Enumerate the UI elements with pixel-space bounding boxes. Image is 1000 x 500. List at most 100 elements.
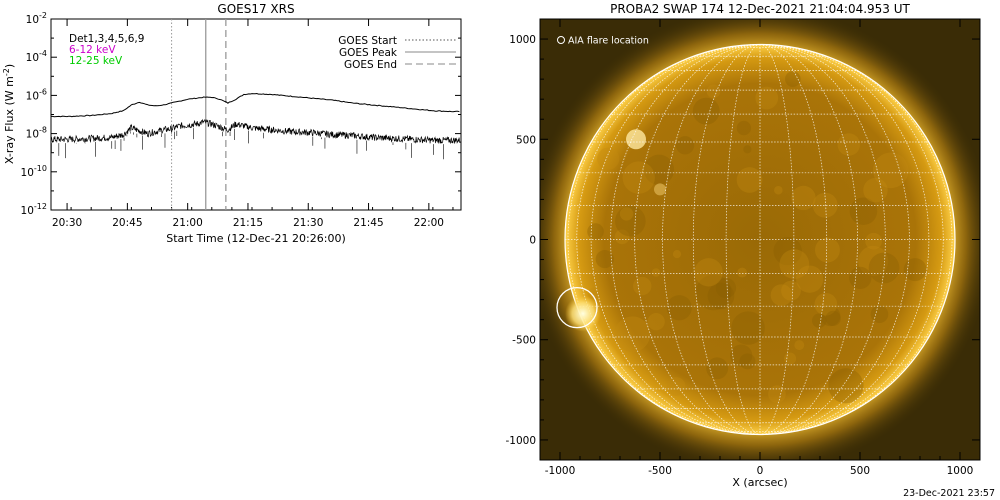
sun-texture-blob: [597, 147, 620, 170]
grid-longitude-line: [759, 44, 886, 435]
swap-x-tick-label: -500: [648, 465, 672, 477]
sun-texture-blob: [903, 258, 927, 282]
goes-x-tick-label: 20:45: [112, 217, 142, 229]
grid-longitude-line: [610, 44, 761, 435]
sun-texture-blob: [814, 292, 838, 316]
sun-texture-blob: [619, 207, 634, 221]
sun-texture-blob: [587, 223, 604, 240]
grid-longitude-line: [759, 44, 910, 435]
swap-y-tick-label: 1000: [509, 34, 536, 46]
sun-texture-blob: [675, 136, 695, 155]
sun-texture-blob: [863, 177, 888, 203]
goes-series-long: [51, 92, 460, 118]
channel-label-detectors: Det1,3,4,5,6,9: [69, 33, 144, 45]
goes-event-lines: [171, 19, 227, 210]
sun-texture-blob: [706, 84, 721, 99]
swap-x-tick-label: 500: [850, 465, 870, 477]
sun-texture-blob: [779, 249, 810, 280]
goes-x-axis-label: Start Time (12-Dec-21 20:26:00): [166, 232, 346, 245]
swap-x-tick-label: 0: [757, 465, 764, 477]
sun-texture-blob: [651, 268, 661, 277]
sun-limb-outline: [564, 43, 956, 436]
sun-texture-blob: [795, 265, 824, 293]
sun-texture-blob: [672, 250, 682, 259]
grid-longitude-line: [590, 44, 761, 435]
grid-longitude-line: [759, 44, 944, 435]
swap-y-tick-label: 0: [529, 235, 536, 247]
goes-y-tick-label: 10-6: [26, 87, 47, 102]
swap-x-tick-label: 1000: [947, 465, 974, 477]
sun-texture-blob: [647, 313, 665, 331]
sun-texture-blob: [739, 353, 756, 370]
sun-texture-blob: [643, 154, 675, 185]
goes-x-tick-label: 21:00: [173, 217, 203, 229]
sun-texture-blob: [731, 311, 765, 345]
goes-y-tick-label: 10-10: [21, 164, 47, 179]
goes-y-tick-label: 10-8: [26, 126, 47, 141]
grid-longitude-line: [759, 44, 858, 435]
sun-texture-blob: [774, 185, 783, 195]
sun-texture-blob: [811, 313, 827, 328]
sun-texture-blob: [828, 368, 864, 404]
legend-label-goes-peak: GOES Peak: [339, 47, 398, 59]
goes-x-tick-label: 22:00: [414, 217, 444, 229]
goes-x-tick-label: 21:15: [233, 217, 263, 229]
grid-longitude-line: [634, 44, 761, 435]
sun-texture-blob: [755, 86, 779, 110]
sun-texture-blob: [773, 236, 802, 266]
channel-label-12-25kev: 12-25 keV: [69, 55, 123, 67]
grid-longitude-line: [576, 44, 761, 435]
goes-title: GOES17 XRS: [217, 2, 294, 16]
footer-timestamp: 23-Dec-2021 23:57: [903, 488, 995, 499]
sun-texture-blob: [694, 258, 723, 287]
sun-texture-blob: [858, 245, 889, 277]
swap-y-tick-label: -1000: [505, 435, 536, 447]
goes-channel-labels: Det1,3,4,5,6,9 6-12 keV 12-25 keV: [69, 33, 144, 67]
grid-longitude-line: [692, 44, 761, 435]
goes-x-axis: 20:30 20:45 21:00 21:15 21:30 21:45 22:00: [50, 19, 454, 229]
grid-longitude-line: [759, 44, 953, 435]
sun-texture-blob: [870, 305, 889, 324]
sun-texture-blob: [768, 385, 786, 404]
sun-texture-blob: [812, 192, 838, 218]
goes-y-tick-label: 10-12: [21, 202, 47, 217]
swap-title: PROBA2 SWAP 174 12-Dec-2021 21:04:04.953…: [610, 2, 910, 16]
sun-texture-blob: [784, 352, 797, 365]
aia-flare-location-circle: [556, 287, 598, 329]
goes-x-tick-label: 21:30: [293, 217, 323, 229]
swap-annotation: AIA flare location: [557, 36, 649, 47]
sun-texture-blob: [837, 133, 861, 156]
swap-annotation-text: AIA flare location: [568, 36, 649, 47]
swap-y-axis: -1000 -500 0 500 1000: [505, 18, 980, 461]
legend-label-goes-end: GOES End: [344, 59, 397, 71]
sun-texture-blob: [706, 357, 729, 380]
heliographic-grid: [565, 44, 955, 435]
grid-longitude-line: [567, 44, 761, 435]
goes-panel: GOES17 XRS 10-2 10-4 10-6 10-8 10-10 10-12 20…: [2, 2, 462, 245]
goes-series-short: [51, 118, 461, 145]
sun-texture-blob: [820, 305, 841, 327]
channel-label-6-12kev: 6-12 keV: [69, 44, 116, 56]
swap-panel: PROBA2 SWAP 174 12-Dec-2021 21:04:04.953…: [505, 2, 981, 489]
goes-legend: GOES Start GOES Peak GOES End: [338, 35, 456, 71]
sun-texture-blob: [633, 276, 652, 296]
sun-texture-blob: [707, 282, 735, 310]
sun-texture-blob: [614, 229, 630, 245]
swap-x-axis: -1000 -500 0 500 1000: [539, 19, 981, 477]
sun-texture-blob: [781, 280, 801, 301]
sun-texture-blob: [849, 266, 872, 290]
grid-longitude-line: [759, 44, 828, 435]
bright-point: [626, 129, 646, 150]
bright-point: [654, 183, 666, 196]
goes-series-group: [51, 92, 461, 160]
sun-texture-blob: [615, 205, 646, 237]
sun-texture-blob: [587, 287, 601, 300]
sun-texture-blob: [695, 274, 732, 311]
sun-texture-blob: [865, 232, 882, 250]
sun-texture-blob: [666, 295, 692, 321]
sun-texture-blob: [736, 167, 763, 193]
sun-texture-blob: [770, 284, 793, 306]
sun-texture-blob: [736, 120, 752, 136]
sun-texture-blob: [791, 185, 816, 211]
